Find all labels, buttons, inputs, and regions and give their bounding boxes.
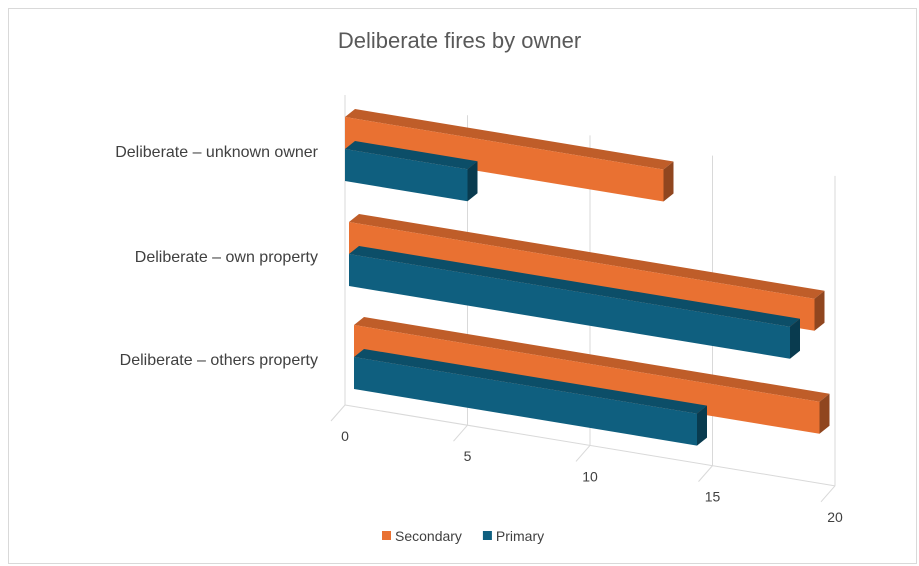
x-tick-label: 0 xyxy=(341,428,349,444)
primary-bar xyxy=(349,254,790,359)
bar-top-face xyxy=(354,317,830,402)
primary-bar xyxy=(345,149,468,202)
category-label: Deliberate – own property xyxy=(135,249,318,266)
legend-label: Primary xyxy=(496,528,544,544)
primary-bar xyxy=(354,357,697,446)
floor-line xyxy=(344,404,836,487)
bar-end-face xyxy=(814,290,825,331)
gridline-floor xyxy=(330,404,346,422)
legend-swatch xyxy=(482,531,492,540)
bar-end-face xyxy=(790,318,800,359)
gridline-floor xyxy=(453,424,468,442)
category-label: Deliberate – others property xyxy=(120,352,318,369)
bar-end-face xyxy=(663,161,674,202)
bar-end-face xyxy=(697,405,707,446)
bar-top-face xyxy=(354,349,707,414)
bar-top-face xyxy=(345,141,478,170)
labels: 0 5 10 15 20 Deliberate – unknown owner Delibe… xyxy=(115,144,843,525)
x-tick-label: 5 xyxy=(464,448,472,464)
x-tick-label: 10 xyxy=(582,468,598,484)
bar-top-face xyxy=(345,109,674,170)
chart-title: Deliberate fires by owner xyxy=(337,28,582,53)
x-tick-label: 15 xyxy=(705,489,721,505)
bar-top-face xyxy=(349,246,800,327)
gridline-floor xyxy=(820,485,836,503)
gridline-floor xyxy=(698,465,713,482)
bar-top-face xyxy=(349,214,825,299)
legend: Secondary Primary xyxy=(382,528,544,544)
bar-end-face xyxy=(467,161,478,202)
legend-label: Secondary xyxy=(395,528,462,544)
x-tick-label: 20 xyxy=(827,509,843,525)
secondary-bar xyxy=(345,117,664,202)
bars xyxy=(345,109,830,446)
legend-swatch xyxy=(382,531,391,540)
gridline-floor xyxy=(575,445,591,462)
bar-end-face xyxy=(819,393,830,434)
category-label: Deliberate – unknown owner xyxy=(115,144,318,161)
